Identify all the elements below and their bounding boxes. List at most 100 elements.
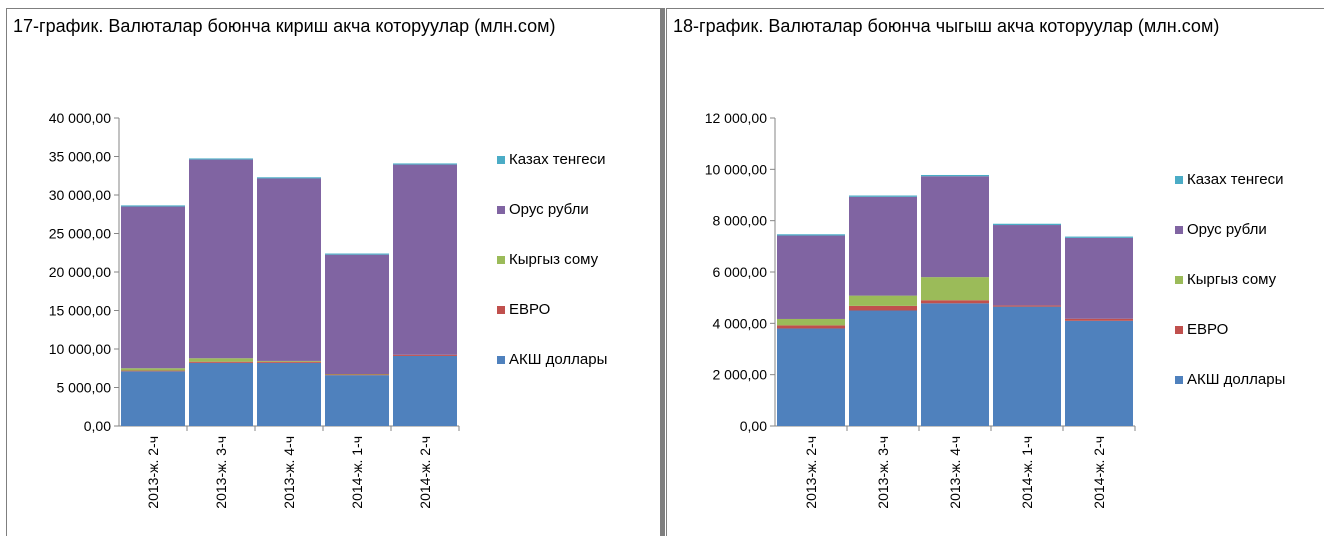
- bar-segment-som: [121, 368, 185, 371]
- bar-segment-rub: [849, 196, 917, 296]
- x-tick-label: 2013-ж. 4-ч: [947, 436, 963, 509]
- bar-segment-rub: [1065, 237, 1133, 319]
- legend-swatch: [497, 156, 505, 164]
- bar-segment-kzt: [189, 158, 253, 160]
- y-tick-label: 8 000,00: [713, 213, 768, 229]
- bar-segment-usd: [777, 328, 845, 426]
- bar-segment-usd: [993, 306, 1061, 426]
- x-tick-label: 2013-ж. 2-ч: [145, 436, 161, 509]
- y-tick-label: 25 000,00: [49, 226, 111, 242]
- legend-swatch: [1175, 226, 1183, 234]
- bar-segment-som: [257, 360, 321, 362]
- legend-label: Кыргыз сому: [509, 251, 599, 268]
- legend-swatch: [497, 306, 505, 314]
- legend-label: ЕВРО: [509, 301, 550, 318]
- bar-segment-rub: [921, 176, 989, 278]
- x-tick-label: 2014-ж. 1-ч: [349, 436, 365, 509]
- y-tick-label: 10 000,00: [705, 161, 767, 177]
- bar-segment-euro: [777, 325, 845, 329]
- bar-segment-kzt: [393, 163, 457, 165]
- bar-segment-euro: [393, 354, 457, 356]
- bar-segment-kzt: [993, 223, 1061, 226]
- y-tick-label: 0,00: [84, 418, 111, 434]
- bar-segment-som: [189, 358, 253, 362]
- bar-segment-rub: [325, 254, 389, 375]
- bar-segment-euro: [257, 361, 321, 363]
- y-tick-label: 10 000,00: [49, 341, 111, 357]
- bar-segment-euro: [921, 300, 989, 304]
- chart-17-canvas: 0,00 5 000,00 10 000,00 15 000,00 20 000,00 2…: [49, 110, 608, 509]
- legend-label: АКШ доллары: [509, 351, 607, 368]
- bar-segment-usd: [1065, 320, 1133, 426]
- y-tick-label: 5 000,00: [57, 380, 112, 396]
- chart-panel-17: 17-график. Валюталар боюнча кириш акча к…: [6, 8, 660, 536]
- y-tick-label: 4 000,00: [713, 315, 768, 331]
- x-tick-label: 2013-ж. 3-ч: [875, 436, 891, 509]
- y-tick-label: 6 000,00: [713, 264, 768, 280]
- chart-18-canvas: 0,00 2 000,00 4 000,00 6 000,00 8 000,00 10 0…: [705, 110, 1286, 509]
- legend-swatch: [1175, 326, 1183, 334]
- bar-segment-kzt: [849, 195, 917, 197]
- bar-segment-som: [777, 318, 845, 326]
- bar-segment-usd: [393, 355, 457, 426]
- bar-segment-kzt: [121, 205, 185, 207]
- y-tick-label: 40 000,00: [49, 110, 111, 126]
- legend-swatch: [1175, 376, 1183, 384]
- bar-segment-kzt: [1065, 236, 1133, 238]
- bar-segment-euro: [1065, 318, 1133, 321]
- y-tick-label: 15 000,00: [49, 303, 111, 319]
- bar-segment-usd: [257, 362, 321, 426]
- bar-segment-usd: [325, 375, 389, 426]
- bar-segment-rub: [777, 235, 845, 319]
- bar-segment-kzt: [921, 174, 989, 177]
- legend-swatch: [497, 356, 505, 364]
- x-tick-label: 2013-ж. 3-ч: [213, 436, 229, 509]
- chart-title: 17-график. Валюталар боюнча кириш акча к…: [13, 16, 556, 36]
- chart-panel-18: 18-график. Валюталар боюнча чыгыш акча к…: [666, 8, 1324, 536]
- bar-segment-euro: [189, 361, 253, 363]
- x-tick-label: 2013-ж. 2-ч: [803, 436, 819, 509]
- x-tick-label: 2014-ж. 2-ч: [1091, 436, 1107, 509]
- bar-segment-kzt: [777, 234, 845, 236]
- legend-label: АКШ доллары: [1187, 371, 1285, 388]
- legend-swatch: [1175, 176, 1183, 184]
- y-tick-label: 35 000,00: [49, 149, 111, 165]
- legend-label: Казах тенгеси: [509, 151, 606, 168]
- y-tick-label: 30 000,00: [49, 187, 111, 203]
- bar-segment-usd: [189, 362, 253, 426]
- bar-segment-euro: [849, 305, 917, 311]
- y-tick-label: 20 000,00: [49, 264, 111, 280]
- bar-segment-kzt: [257, 177, 321, 179]
- bar-segment-rub: [993, 225, 1061, 306]
- bar-segment-rub: [257, 178, 321, 361]
- x-tick-label: 2013-ж. 4-ч: [281, 436, 297, 509]
- bar-segment-rub: [393, 164, 457, 355]
- bar-segment-kzt: [325, 253, 389, 255]
- x-tick-label: 2014-ж. 1-ч: [1019, 436, 1035, 509]
- legend-swatch: [497, 256, 505, 264]
- y-tick-label: 0,00: [740, 418, 767, 434]
- x-tick-label: 2014-ж. 2-ч: [417, 436, 433, 509]
- bar-segment-euro: [993, 305, 1061, 307]
- legend-label: Казах тенгеси: [1187, 171, 1284, 188]
- bar-segment-usd: [849, 310, 917, 426]
- legend-swatch: [497, 206, 505, 214]
- bar-segment-rub: [189, 159, 253, 359]
- chart-title: 18-график. Валюталар боюнча чыгыш акча к…: [673, 16, 1220, 36]
- bar-segment-usd: [121, 371, 185, 426]
- bar-segment-som: [325, 374, 389, 375]
- bar-segment-euro: [325, 374, 389, 376]
- bar-segment-som: [921, 277, 989, 301]
- legend-label: Орус рубли: [1187, 221, 1267, 238]
- legend-label: ЕВРО: [1187, 321, 1228, 338]
- bar-segment-usd: [921, 303, 989, 426]
- legend-label: Орус рубли: [509, 201, 589, 218]
- bar-segment-euro: [121, 370, 185, 372]
- legend-label: Кыргыз сому: [1187, 271, 1277, 288]
- panel-divider: [660, 8, 665, 536]
- y-tick-label: 2 000,00: [713, 367, 768, 383]
- legend-swatch: [1175, 276, 1183, 284]
- bar-segment-som: [849, 295, 917, 306]
- bar-segment-rub: [121, 206, 185, 369]
- y-tick-label: 12 000,00: [705, 110, 767, 126]
